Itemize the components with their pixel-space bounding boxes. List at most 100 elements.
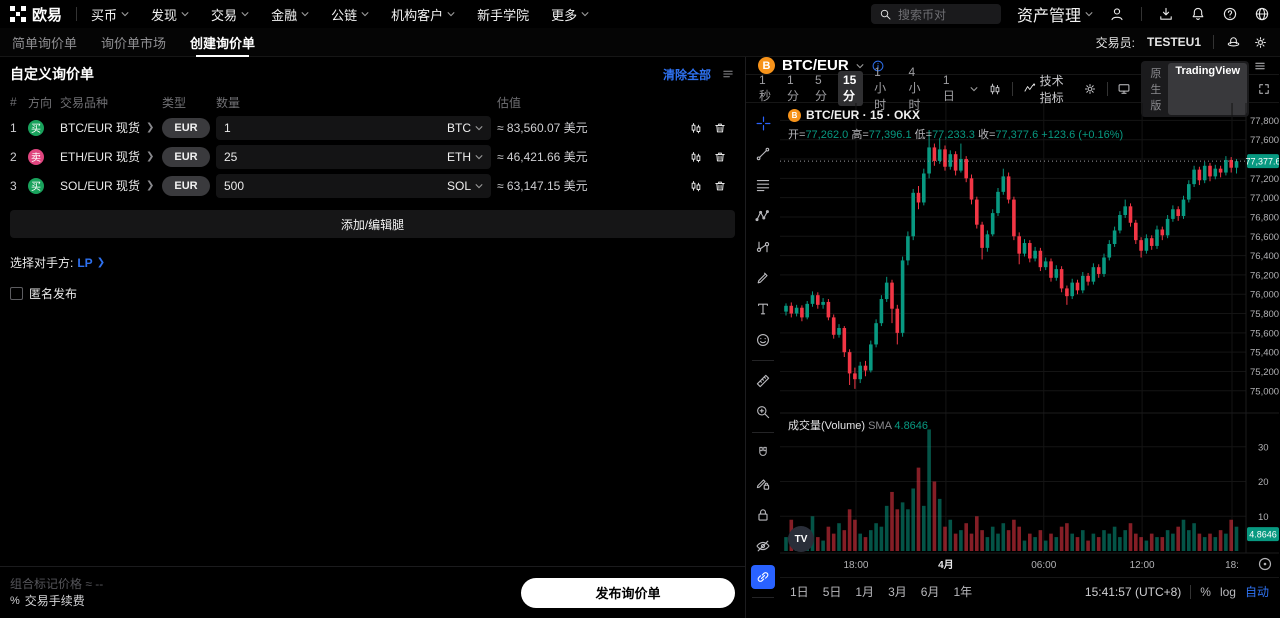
currency-dropdown[interactable]: SOL [447, 179, 483, 193]
amount-input[interactable] [224, 149, 447, 164]
timeframe-1日[interactable]: 1日 [942, 73, 955, 103]
native-version-option[interactable]: 原生版 [1150, 67, 1162, 112]
okx-brand[interactable]: 欧易 [10, 4, 62, 25]
menu-item-2[interactable]: 交易 [211, 5, 249, 24]
type-pill[interactable]: EUR [162, 175, 210, 196]
tradingview-option[interactable]: TradingView [1168, 62, 1247, 115]
pair-selector[interactable]: BTC/EUR 现货 ❯ [60, 121, 155, 135]
lock-icon[interactable] [751, 503, 775, 527]
menu-item-3[interactable]: 金融 [271, 5, 309, 24]
candles-icon[interactable] [689, 150, 703, 164]
timeframe-15分[interactable]: 15分 [838, 71, 864, 106]
tab-0[interactable]: 简单询价单 [12, 35, 78, 51]
fib-retracement-icon[interactable] [751, 173, 775, 197]
toolbar-divider [752, 432, 774, 433]
timeframe-1秒[interactable]: 1秒 [759, 73, 772, 103]
list-menu-icon[interactable] [721, 67, 735, 81]
projection-icon[interactable] [751, 235, 775, 259]
range-3月[interactable]: 3月 [888, 585, 907, 599]
trend-line-icon[interactable] [751, 142, 775, 166]
menu-item-0[interactable]: 买币 [91, 5, 129, 24]
drawing-toolbar [746, 103, 780, 618]
anonymous-checkbox[interactable] [10, 287, 23, 300]
link-icon[interactable] [751, 565, 775, 589]
chevron-down-icon[interactable] [856, 63, 864, 69]
search-icon [879, 8, 892, 21]
menu-item-7[interactable]: 更多 [551, 5, 589, 24]
indicators-button[interactable]: 技术指标 [1023, 72, 1073, 106]
log-scale-button[interactable]: log [1219, 584, 1236, 599]
timeframe-1分[interactable]: 1分 [787, 73, 800, 103]
publish-rfq-button[interactable]: 发布询价单 [521, 577, 735, 608]
drawing-edit-icon[interactable] [751, 472, 775, 496]
range-1日[interactable]: 1日 [790, 585, 809, 599]
menu-item-1[interactable]: 发现 [151, 5, 189, 24]
amount-input[interactable] [224, 120, 447, 135]
globe-icon[interactable] [1254, 6, 1270, 22]
candlestick-chart[interactable]: 77,800.077,600.077,400.077,200.077,000.0… [780, 103, 1279, 618]
chevron-down-icon[interactable] [970, 86, 978, 92]
anonymous-label: 匿名发布 [29, 287, 78, 301]
pair-selector[interactable]: SOL/EUR 现货 ❯ [60, 179, 155, 193]
currency-dropdown[interactable]: ETH [447, 150, 483, 164]
hamburger-icon[interactable] [1253, 59, 1267, 73]
download-icon[interactable] [1158, 6, 1174, 22]
menu-item-4[interactable]: 公链 [331, 5, 369, 24]
type-pill[interactable]: EUR [162, 146, 210, 167]
candle-style-icon[interactable] [988, 82, 1002, 96]
magnet-icon[interactable] [751, 441, 775, 465]
trash-icon[interactable] [713, 179, 727, 193]
timeframe-1小时[interactable]: 1小时 [874, 64, 887, 112]
xabcd-pattern-icon[interactable] [751, 204, 775, 228]
leg-row-1: 1 买 BTC/EUR 现货❯ EUR BTC ≈ 83,560.07 美元 [0, 113, 745, 142]
svg-text:77,377.6: 77,377.6 [1245, 157, 1279, 167]
hat-icon[interactable] [1226, 35, 1241, 50]
range-6月[interactable]: 6月 [920, 585, 940, 599]
layout-monitor-icon[interactable] [1117, 82, 1131, 96]
crosshair-icon[interactable] [751, 111, 775, 135]
timeframe-4小时[interactable]: 4小时 [908, 64, 921, 112]
counterparty-value[interactable]: LP [77, 255, 93, 270]
chart-settings-gear-icon[interactable] [1083, 82, 1097, 96]
help-icon[interactable] [1222, 6, 1238, 22]
trash-icon[interactable] [751, 606, 775, 618]
candles-icon[interactable] [689, 121, 703, 135]
currency-dropdown[interactable]: BTC [447, 121, 483, 135]
hide-drawings-icon[interactable] [751, 534, 775, 558]
add-edit-leg-button[interactable]: 添加/编辑腿 [10, 210, 735, 238]
timeframe-5分[interactable]: 5分 [815, 73, 828, 103]
range-5日[interactable]: 5日 [822, 585, 842, 599]
range-1月[interactable]: 1月 [855, 585, 875, 599]
tab-1[interactable]: 询价单市场 [101, 35, 167, 51]
text-icon[interactable] [751, 297, 775, 321]
clock[interactable]: 15:41:57 (UTC+8) [1084, 584, 1182, 599]
type-pill[interactable]: EUR [162, 117, 210, 138]
emoji-icon[interactable] [751, 328, 775, 352]
menu-item-5[interactable]: 机构客户 [391, 5, 455, 24]
gear-icon[interactable] [1253, 35, 1268, 50]
user-icon[interactable] [1109, 6, 1125, 22]
go-to-realtime-icon[interactable] [1258, 557, 1272, 571]
info-icon[interactable] [871, 59, 885, 73]
assets-menu[interactable]: 资产管理 [1017, 2, 1093, 26]
zoom-in-icon[interactable] [751, 400, 775, 424]
ruler-icon[interactable] [751, 369, 775, 393]
search-input[interactable]: 搜索币对 [870, 4, 1001, 24]
candles-icon[interactable] [689, 179, 703, 193]
menu-item-6[interactable]: 新手学院 [477, 5, 529, 24]
percent-scale-button[interactable]: % [1200, 584, 1211, 599]
trash-icon[interactable] [713, 150, 727, 164]
clear-all-link[interactable]: 清除全部 [662, 67, 711, 82]
auto-scale-button[interactable]: 自动 [1244, 585, 1269, 599]
tab-2[interactable]: 创建询价单 [190, 28, 255, 57]
tradingview-logo[interactable]: TV [788, 526, 814, 552]
amount-input[interactable] [224, 178, 447, 193]
range-1年[interactable]: 1年 [953, 585, 973, 599]
trash-icon[interactable] [713, 121, 727, 135]
chart-symbol[interactable]: BTC/EUR [782, 57, 849, 74]
brush-icon[interactable] [751, 266, 775, 290]
bell-icon[interactable] [1190, 6, 1206, 22]
pair-selector[interactable]: ETH/EUR 现货 ❯ [60, 150, 155, 164]
rfq-sub-navigation: 简单询价单 询价单市场 创建询价单 交易员: TESTEU1 [0, 28, 1280, 57]
expand-icon[interactable] [1257, 82, 1271, 96]
